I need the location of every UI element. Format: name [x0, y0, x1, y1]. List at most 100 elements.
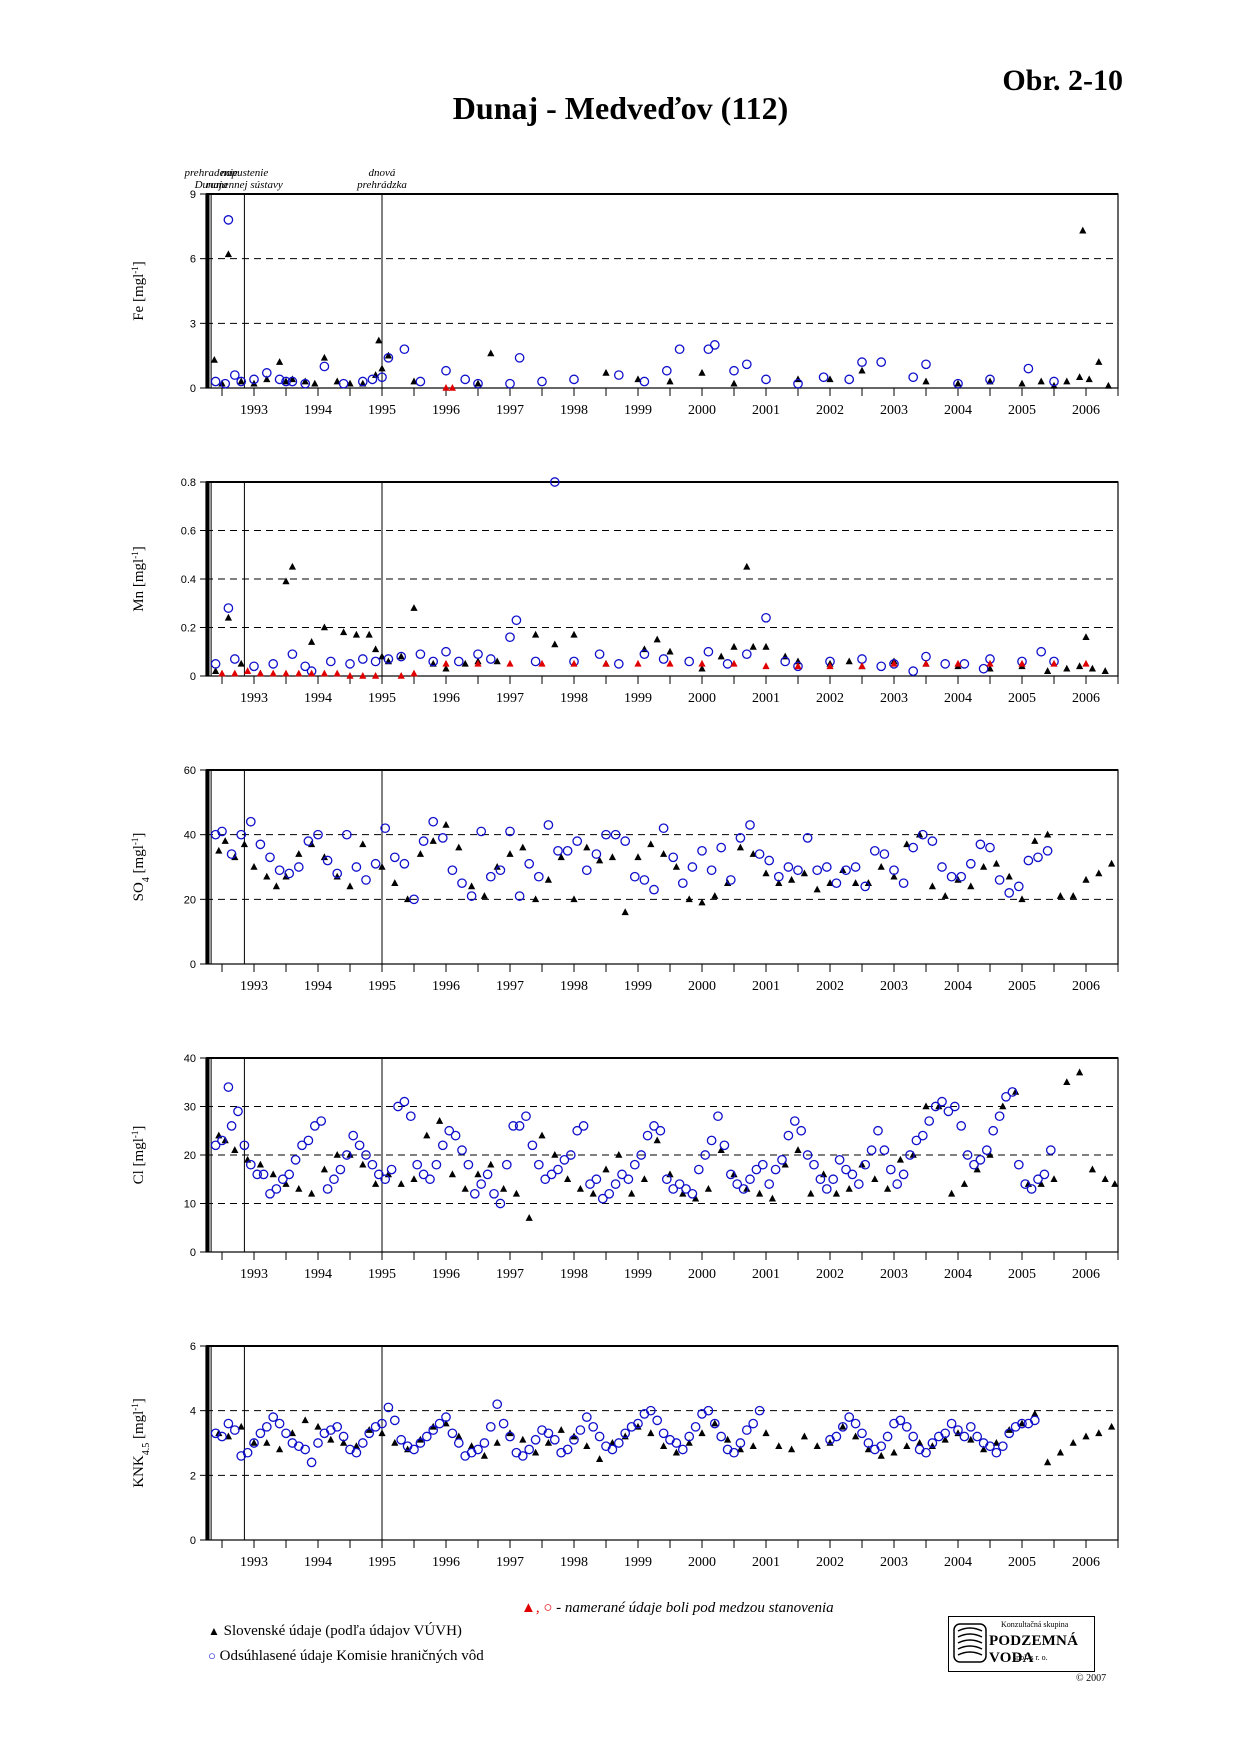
data-point-triangle: [474, 1170, 482, 1178]
y-tick-label: 20: [184, 1150, 196, 1162]
data-point-circle: [613, 370, 624, 380]
data-point-circle: [860, 881, 871, 892]
data-point-circle: [517, 1451, 528, 1461]
data-point-circle: [620, 836, 631, 846]
data-point-circle: [409, 894, 419, 905]
data-point-circle: [1026, 1184, 1037, 1194]
data-point-circle: [277, 1174, 288, 1185]
data-point-circle: [303, 1135, 314, 1146]
data-point-triangle: [621, 908, 629, 916]
y-tick-label: 20: [184, 894, 196, 906]
y-tick-label: 0: [190, 1535, 196, 1547]
data-point-triangle: [1031, 1409, 1039, 1417]
data-point-triangle: [532, 895, 540, 903]
data-point-circle: [969, 1159, 979, 1170]
data-point-circle: [956, 871, 967, 882]
data-point-circle: [1004, 888, 1015, 898]
data-point-triangle: [272, 882, 280, 890]
data-point-triangle: [916, 1439, 924, 1446]
data-point-circle: [687, 862, 698, 872]
data-point-circle: [348, 1130, 359, 1141]
data-point-triangle: [794, 662, 802, 670]
data-point-circle: [466, 891, 477, 901]
data-point-circle: [745, 1174, 755, 1185]
data-point-triangle: [429, 837, 437, 844]
data-point-circle: [857, 357, 867, 367]
x-tick-label: 2004: [944, 1555, 972, 1570]
plot-frame: [205, 769, 1119, 965]
data-point-circle: [725, 1169, 736, 1180]
data-point-circle: [249, 374, 259, 385]
data-point-circle: [434, 1418, 445, 1429]
data-point-circle: [396, 1434, 407, 1445]
data-point-circle: [1033, 1174, 1043, 1185]
data-point-circle: [361, 1150, 371, 1160]
data-point-circle: [962, 1150, 973, 1160]
data-point-circle: [335, 1164, 346, 1175]
data-point-circle: [469, 1188, 480, 1199]
data-point-circle: [421, 1431, 432, 1442]
data-point-triangle: [762, 869, 770, 877]
data-point-circle: [911, 1135, 922, 1146]
data-point-triangle: [282, 577, 290, 585]
data-point-triangle: [980, 863, 988, 870]
data-point-circle: [559, 1155, 570, 1165]
data-point-circle: [639, 875, 650, 885]
data-point-triangle: [301, 377, 309, 385]
data-point-circle: [265, 1188, 275, 1199]
data-point-triangle: [903, 1442, 911, 1450]
data-point-circle: [985, 374, 995, 385]
data-point-circle: [281, 376, 291, 387]
data-point-circle: [300, 378, 311, 389]
data-point-triangle: [1095, 1429, 1103, 1437]
data-point-triangle: [672, 1448, 680, 1456]
data-point-circle: [220, 378, 231, 389]
x-tick-label: 1994: [304, 979, 332, 994]
x-tick-label: 1999: [624, 979, 652, 994]
data-point-triangle: [1018, 895, 1026, 903]
x-tick-label: 1995: [368, 1555, 396, 1570]
data-point-triangle: [596, 856, 604, 864]
data-point-circle: [562, 845, 573, 856]
data-point-triangle: [666, 377, 674, 385]
data-point-triangle: [538, 659, 546, 667]
data-point-triangle: [1101, 667, 1109, 674]
data-point-circle: [514, 352, 525, 363]
data-point-triangle: [416, 850, 424, 857]
data-point-triangle: [1044, 667, 1052, 674]
data-point-circle: [972, 1431, 983, 1442]
data-point-circle: [313, 1438, 323, 1448]
y-tick-label: 0: [190, 383, 196, 395]
data-point-triangle: [871, 1175, 879, 1183]
data-point-circle: [242, 1447, 253, 1458]
data-point-circle: [921, 359, 931, 370]
data-point-triangle: [615, 1151, 623, 1158]
data-point-circle: [639, 649, 650, 660]
data-point-circle: [521, 1111, 531, 1122]
data-point-circle: [937, 862, 947, 872]
data-point-circle: [485, 654, 496, 664]
data-point-triangle: [1012, 1087, 1020, 1095]
data-point-circle: [757, 1159, 768, 1170]
data-point-triangle: [237, 1422, 245, 1430]
data-point-triangle: [378, 1429, 386, 1437]
data-point-circle: [994, 1111, 1005, 1122]
data-point-circle: [745, 820, 755, 830]
data-point-triangle: [1082, 633, 1090, 640]
data-point-triangle: [282, 1180, 290, 1187]
y-tick-label: 40: [184, 830, 196, 842]
x-tick-label: 2002: [816, 1267, 844, 1282]
data-point-circle: [873, 1125, 883, 1136]
data-point-circle: [293, 862, 304, 872]
data-point-circle: [354, 1140, 365, 1151]
data-point-circle: [684, 656, 695, 667]
data-point-triangle: [250, 863, 258, 870]
x-tick-label: 2003: [880, 1555, 908, 1570]
data-point-circle: [210, 659, 221, 669]
below-limit-symbols: ▲, ○: [521, 1600, 553, 1616]
data-point-circle: [501, 1159, 512, 1170]
data-point-circle: [930, 1101, 941, 1112]
data-point-circle: [889, 659, 899, 669]
data-point-triangle: [288, 562, 296, 570]
data-point-triangle: [397, 672, 405, 679]
